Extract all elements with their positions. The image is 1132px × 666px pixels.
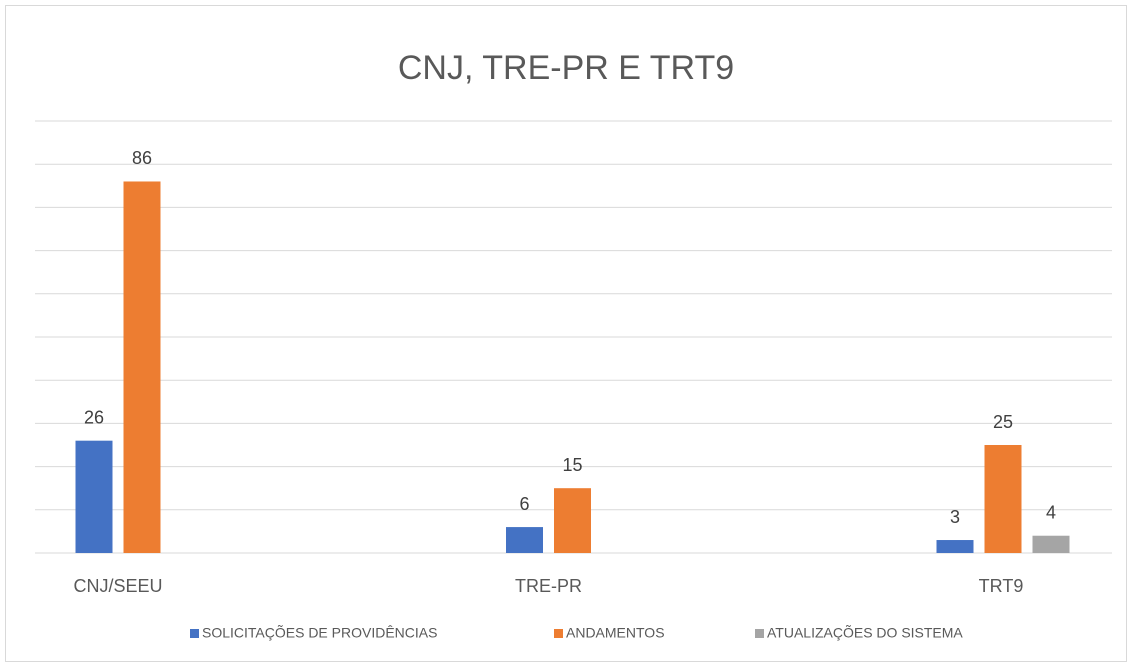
- legend-swatch: [554, 629, 563, 638]
- data-label: 4: [1046, 502, 1056, 522]
- legend-swatch: [190, 629, 199, 638]
- legend-label: ATUALIZAÇÕES DO SISTEMA: [767, 625, 963, 641]
- legend-label: SOLICITAÇÕES DE PROVIDÊNCIAS: [202, 625, 437, 641]
- bar: [936, 540, 974, 553]
- data-label: 15: [562, 455, 582, 475]
- x-tick-label: CNJ/SEEU: [73, 576, 162, 596]
- x-tick-label: TRE-PR: [515, 576, 582, 596]
- bar: [506, 527, 543, 553]
- data-label: 86: [132, 148, 152, 168]
- data-label: 6: [519, 494, 529, 514]
- data-label: 26: [84, 407, 104, 427]
- bar: [75, 440, 113, 553]
- bar: [984, 445, 1022, 553]
- data-label: 25: [993, 412, 1013, 432]
- bar: [1032, 535, 1070, 553]
- bar: [554, 488, 591, 553]
- chart-title: CNJ, TRE-PR E TRT9: [398, 49, 734, 87]
- data-label: 3: [950, 507, 960, 527]
- legend-label: ANDAMENTOS: [566, 625, 665, 641]
- legend-swatch: [755, 629, 764, 638]
- x-tick-label: TRT9: [979, 576, 1024, 596]
- chart-frame: [5, 5, 1127, 662]
- bar: [123, 181, 161, 554]
